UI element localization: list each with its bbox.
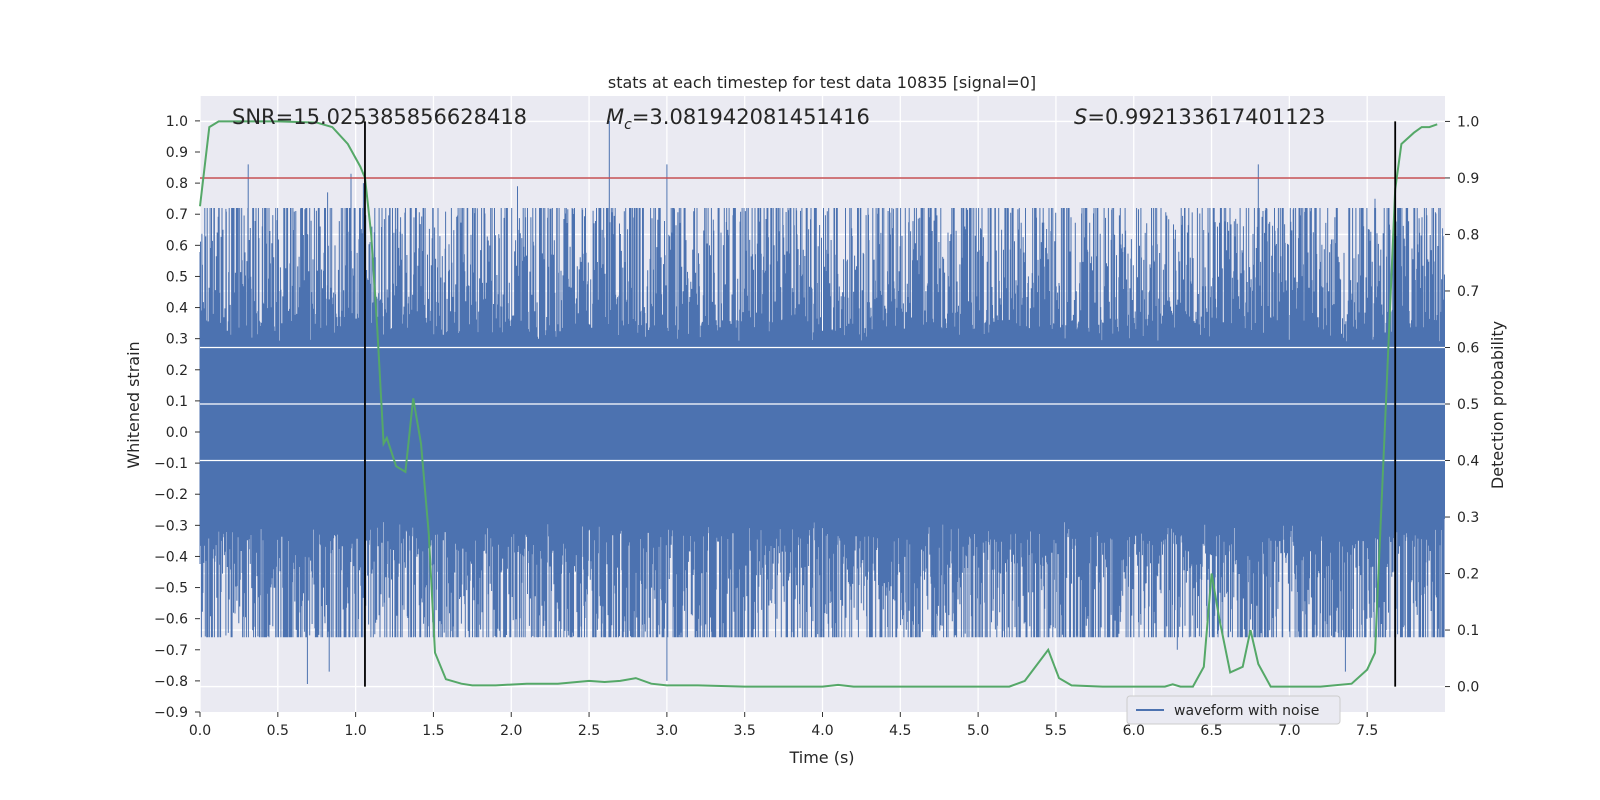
y-tick-label-left: 0.8 [166,176,188,192]
y-tick-label-left: −0.1 [154,456,188,472]
waveform-series [199,120,1445,684]
chirp-mass-value: =3.081942081451416 [632,105,870,129]
legend: waveform with noise [1126,695,1341,725]
x-tick-label: 0.0 [189,723,211,739]
legend-box [1126,695,1341,725]
y-tick-label-right: 0.1 [1457,623,1479,639]
y-tick-label-left: 0.6 [166,238,188,254]
x-tick-label: 2.0 [500,723,522,739]
y-tick-label-left: −0.9 [154,705,188,721]
s-value: =0.992133617401123 [1087,105,1325,129]
y-tick-label-left: 0.4 [166,301,188,317]
x-tick-label: 5.5 [1045,723,1067,739]
chirp-mass-subscript: c [624,117,632,133]
y-axis-label-left: Whitened strain [124,341,143,468]
y-tick-label-left: 0.2 [166,363,188,379]
y-tick-label-left: −0.3 [154,518,188,534]
y-tick-label-left: 0.7 [166,207,188,223]
y-tick-label-right: 0.4 [1457,454,1479,470]
x-tick-label: 4.5 [889,723,911,739]
axis-ticks: 0.0 0.5 1.0 1.5 2.0 2.5 3.0 3.5 4.0 4.5 5.0 5.5 6.0 6… [154,114,1479,739]
y-tick-label-left: 0.5 [166,269,188,285]
y-tick-label-right: 0.9 [1457,171,1479,187]
y-tick-label-right: 0.3 [1457,510,1479,526]
y-tick-label-left: −0.5 [154,581,188,597]
x-tick-label: 1.0 [344,723,366,739]
chirp-mass-annotation: Mc=3.081942081451416 [606,105,870,133]
y-tick-label-right: 0.5 [1457,397,1479,413]
x-tick-label: 5.0 [967,723,989,739]
y-tick-label-right: 0.2 [1457,567,1479,583]
y-tick-label-left: 1.0 [166,114,188,130]
x-tick-label: 4.0 [811,723,833,739]
x-tick-label: 3.5 [734,723,756,739]
legend-label-waveform: waveform with noise [1174,703,1319,719]
s-annotation: S=0.992133617401123 [1074,105,1325,129]
y-tick-label-left: 0.9 [166,145,188,161]
y-tick-label-left: −0.2 [154,487,188,503]
y-tick-label-right: 0.6 [1457,340,1479,356]
x-tick-label: 7.5 [1356,723,1378,739]
y-tick-label-left: 0.3 [166,332,188,348]
y-tick-label-left: −0.4 [154,549,188,565]
y-tick-label-left: 0.0 [166,425,188,441]
x-axis-label: Time (s) [788,748,854,767]
x-tick-label: 0.5 [267,723,289,739]
x-tick-label: 2.5 [578,723,600,739]
y-tick-label-left: −0.7 [154,643,188,659]
x-tick-label: 3.0 [656,723,678,739]
y-tick-label-right: 0.0 [1457,680,1479,696]
x-tick-label: 6.0 [1123,723,1145,739]
y-tick-label-left: −0.8 [154,674,188,690]
probability-curve [199,120,1438,688]
waveform-core-band [200,348,1445,516]
chirp-mass-symbol: M [606,105,624,129]
x-tick-label: 6.5 [1200,723,1222,739]
y-tick-label-right: 0.8 [1457,227,1479,243]
x-tick-label: 1.5 [422,723,444,739]
chart-title: stats at each timestep for test data 108… [608,73,1036,92]
probability-overlay [199,120,1445,688]
y-tick-label-left: 0.1 [166,394,188,410]
y-tick-label-left: −0.6 [154,612,188,628]
snr-annotation: SNR=15.025385856628418 [232,105,527,129]
y-tick-label-right: 1.0 [1457,114,1479,130]
y-tick-label-right: 0.7 [1457,284,1479,300]
s-symbol: S [1074,105,1087,129]
y-axis-label-right: Detection probability [1488,321,1507,489]
x-tick-label: 7.0 [1278,723,1300,739]
